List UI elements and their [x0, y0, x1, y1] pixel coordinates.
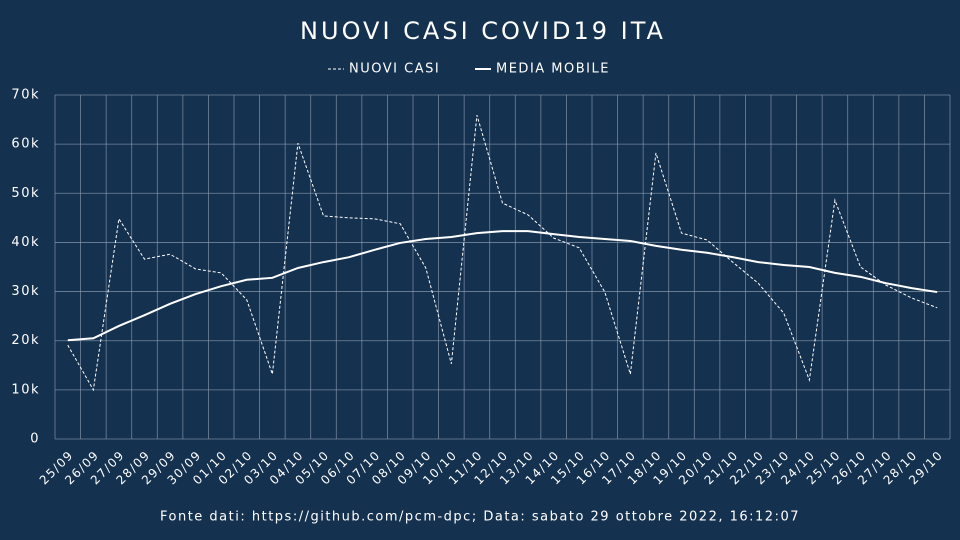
- legend-label: MEDIA MOBILE: [496, 62, 610, 77]
- y-tick-label: 60k: [11, 137, 40, 152]
- legend-label: NUOVI CASI: [349, 62, 440, 77]
- y-tick-label: 10k: [11, 382, 40, 397]
- chart-title: NUOVI CASI COVID19 ITA: [300, 17, 666, 45]
- y-tick-label: 20k: [11, 333, 40, 348]
- y-tick-label: 70k: [11, 88, 40, 103]
- series-line: [67, 115, 938, 392]
- y-tick-label: 40k: [11, 235, 40, 250]
- footer: Fonte dati: https://github.com/pcm-dpc; …: [160, 510, 800, 525]
- y-tick-label: 50k: [11, 186, 40, 201]
- y-tick-label: 0: [30, 432, 40, 447]
- series-line: [67, 230, 938, 342]
- y-tick-label: 30k: [11, 284, 40, 299]
